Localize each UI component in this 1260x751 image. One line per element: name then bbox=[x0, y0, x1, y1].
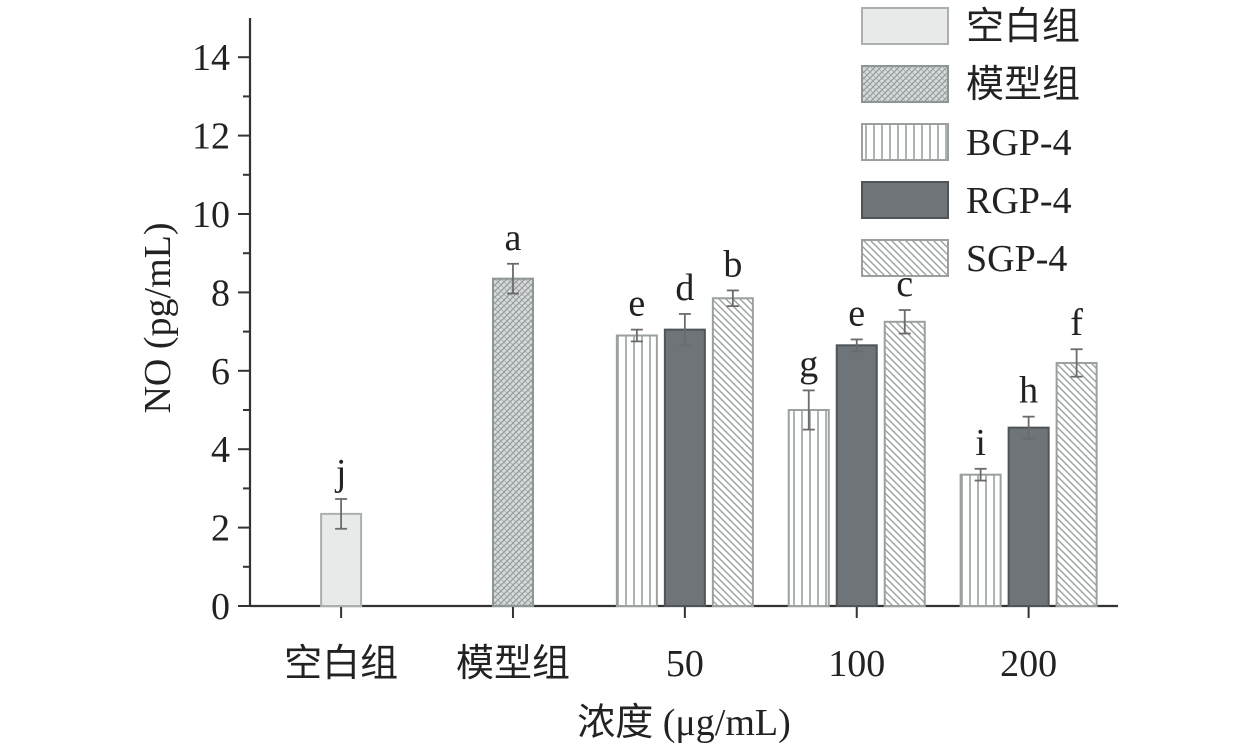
bar-SGP-4-50 bbox=[711, 297, 754, 607]
bar-模型组-模型组 bbox=[491, 277, 534, 607]
y-tick-label: 14 bbox=[192, 37, 230, 79]
y-tick-label: 6 bbox=[211, 351, 230, 393]
y-tick-label: 0 bbox=[211, 586, 230, 628]
legend-label: BGP-4 bbox=[966, 122, 1072, 164]
legend-swatch-模型组 bbox=[861, 65, 949, 103]
significance-label: g bbox=[799, 343, 818, 385]
x-tick-label: 空白组 bbox=[284, 643, 398, 685]
significance-label: i bbox=[975, 422, 986, 464]
legend-label: RGP-4 bbox=[966, 180, 1072, 222]
y-axis-title: NO (pg/mL) bbox=[137, 222, 179, 413]
bar-RGP-4-100 bbox=[835, 344, 878, 607]
x-tick-label: 模型组 bbox=[456, 643, 570, 685]
legend-swatch-空白组 bbox=[861, 7, 949, 45]
significance-label: d bbox=[675, 267, 694, 309]
legend-swatch-SGP-4 bbox=[861, 239, 949, 277]
x-tick-label: 100 bbox=[828, 643, 885, 685]
y-tick-label: 4 bbox=[211, 429, 230, 471]
legend-swatch-RGP-4 bbox=[861, 181, 949, 219]
bar-RGP-4-200 bbox=[1007, 426, 1050, 608]
bar-SGP-4-200 bbox=[1055, 361, 1098, 607]
y-tick-label: 12 bbox=[192, 116, 230, 158]
y-tick-label: 8 bbox=[211, 272, 230, 314]
significance-label: j bbox=[334, 452, 347, 494]
legend-label: 模型组 bbox=[966, 64, 1080, 106]
bar-BGP-4-200 bbox=[959, 473, 1002, 607]
y-ticks: 0 2 4 6 8 10 12 14 bbox=[192, 37, 250, 628]
bar-BGP-4-50 bbox=[615, 334, 658, 607]
significance-label: a bbox=[505, 217, 522, 259]
significance-label: f bbox=[1070, 302, 1083, 344]
x-tick-label: 50 bbox=[666, 643, 704, 685]
significance-label: e bbox=[848, 292, 865, 334]
significance-label: h bbox=[1019, 370, 1038, 412]
x-tick-label: 200 bbox=[1000, 643, 1057, 685]
bar-BGP-4-100 bbox=[787, 409, 830, 607]
legend-swatch-BGP-4 bbox=[861, 123, 949, 161]
x-axis-title: 浓度 (μg/mL) bbox=[577, 702, 791, 744]
bar-SGP-4-100 bbox=[883, 320, 926, 607]
y-tick-label: 2 bbox=[211, 508, 230, 550]
bar-RGP-4-50 bbox=[663, 328, 706, 607]
legend-label: 空白组 bbox=[966, 6, 1080, 48]
error-bars bbox=[335, 262, 1083, 530]
legend-label: SGP-4 bbox=[966, 238, 1067, 280]
x-ticks: 空白组 模型组 50 100 200 bbox=[284, 606, 1057, 685]
y-tick-label: 10 bbox=[192, 194, 230, 236]
significance-label: e bbox=[628, 283, 645, 325]
significance-label: b bbox=[723, 243, 742, 285]
